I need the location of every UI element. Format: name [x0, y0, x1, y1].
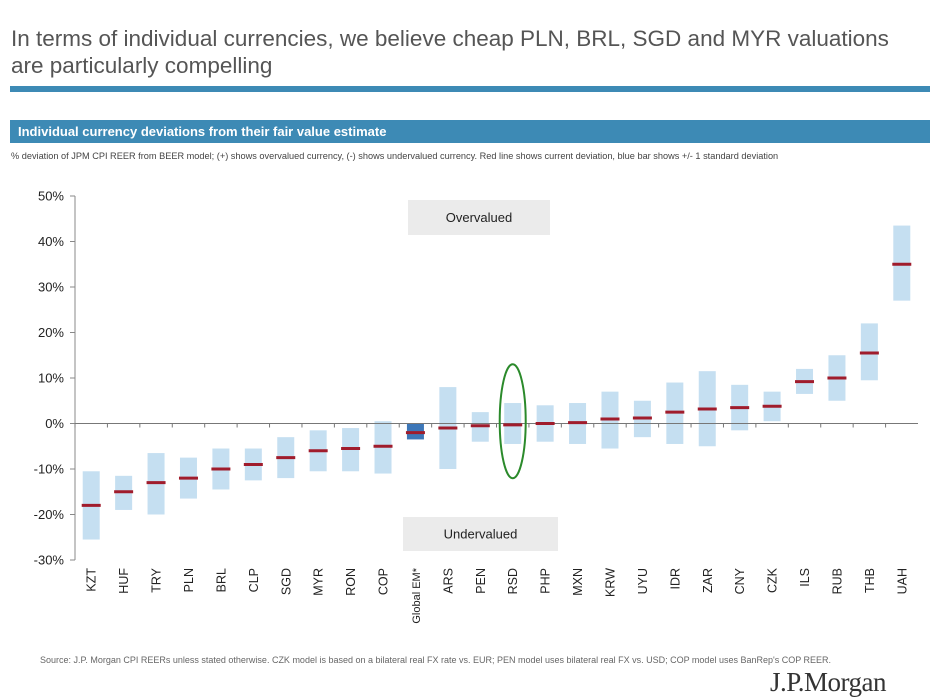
category-label: THB	[863, 568, 877, 593]
y-tick-label: 40%	[38, 234, 64, 249]
y-tick-label: 10%	[38, 371, 64, 386]
category-label: HUF	[117, 568, 131, 594]
category-label: UAH	[895, 568, 909, 594]
y-tick-label: 0%	[45, 416, 64, 431]
category-label: ZAR	[701, 568, 715, 593]
category-label: CZK	[766, 567, 780, 593]
category-label: Global EM*	[411, 567, 423, 623]
source-note: Source: J.P. Morgan CPI REERs unless sta…	[40, 655, 832, 665]
y-tick-label: -20%	[34, 507, 65, 522]
overvalued-label: Overvalued	[446, 210, 512, 225]
category-label: MYR	[312, 568, 326, 596]
category-label: CNY	[733, 567, 747, 594]
overvalued-label-box	[408, 200, 550, 235]
category-label: KZT	[85, 568, 99, 592]
chart-subtitle: % deviation of JPM CPI REER from BEER mo…	[11, 151, 779, 161]
y-tick-label: 30%	[38, 280, 64, 295]
category-label: RSD	[506, 568, 520, 594]
category-label: TRY	[150, 567, 164, 592]
category-label: COP	[377, 568, 391, 595]
jpmorgan-logo: J.P.Morgan	[770, 667, 887, 697]
y-tick-label: -10%	[34, 462, 65, 477]
y-tick-label: -30%	[34, 553, 65, 568]
y-tick-label: 50%	[38, 189, 64, 204]
category-label: PHP	[539, 568, 553, 594]
chart-title-banner: Individual currency deviations from thei…	[10, 120, 930, 143]
header-divider	[10, 86, 930, 92]
category-label: KRW	[603, 568, 617, 597]
category-label: IDR	[668, 568, 682, 590]
category-label: CLP	[247, 568, 261, 592]
category-label: ILS	[798, 568, 812, 587]
category-label: UYU	[636, 568, 650, 594]
page-title: In terms of individual currencies, we be…	[11, 26, 889, 78]
highlight-ellipse	[498, 363, 527, 480]
deviation-chart: 50% 40% 30% 20% 10% 0% -10% -20% -30% Overvalued U…	[34, 189, 918, 624]
category-label: RUB	[830, 568, 844, 594]
category-label: PEN	[474, 568, 488, 594]
category-label: MXN	[571, 568, 585, 596]
category-label: RON	[344, 568, 358, 596]
category-label: ARS	[441, 568, 455, 594]
category-label: PLN	[182, 568, 196, 592]
y-tick-label: 20%	[38, 325, 64, 340]
category-label: BRL	[214, 568, 228, 592]
undervalued-label: Undervalued	[444, 527, 518, 542]
undervalued-label-box	[403, 517, 558, 551]
category-label: SGD	[279, 568, 293, 595]
